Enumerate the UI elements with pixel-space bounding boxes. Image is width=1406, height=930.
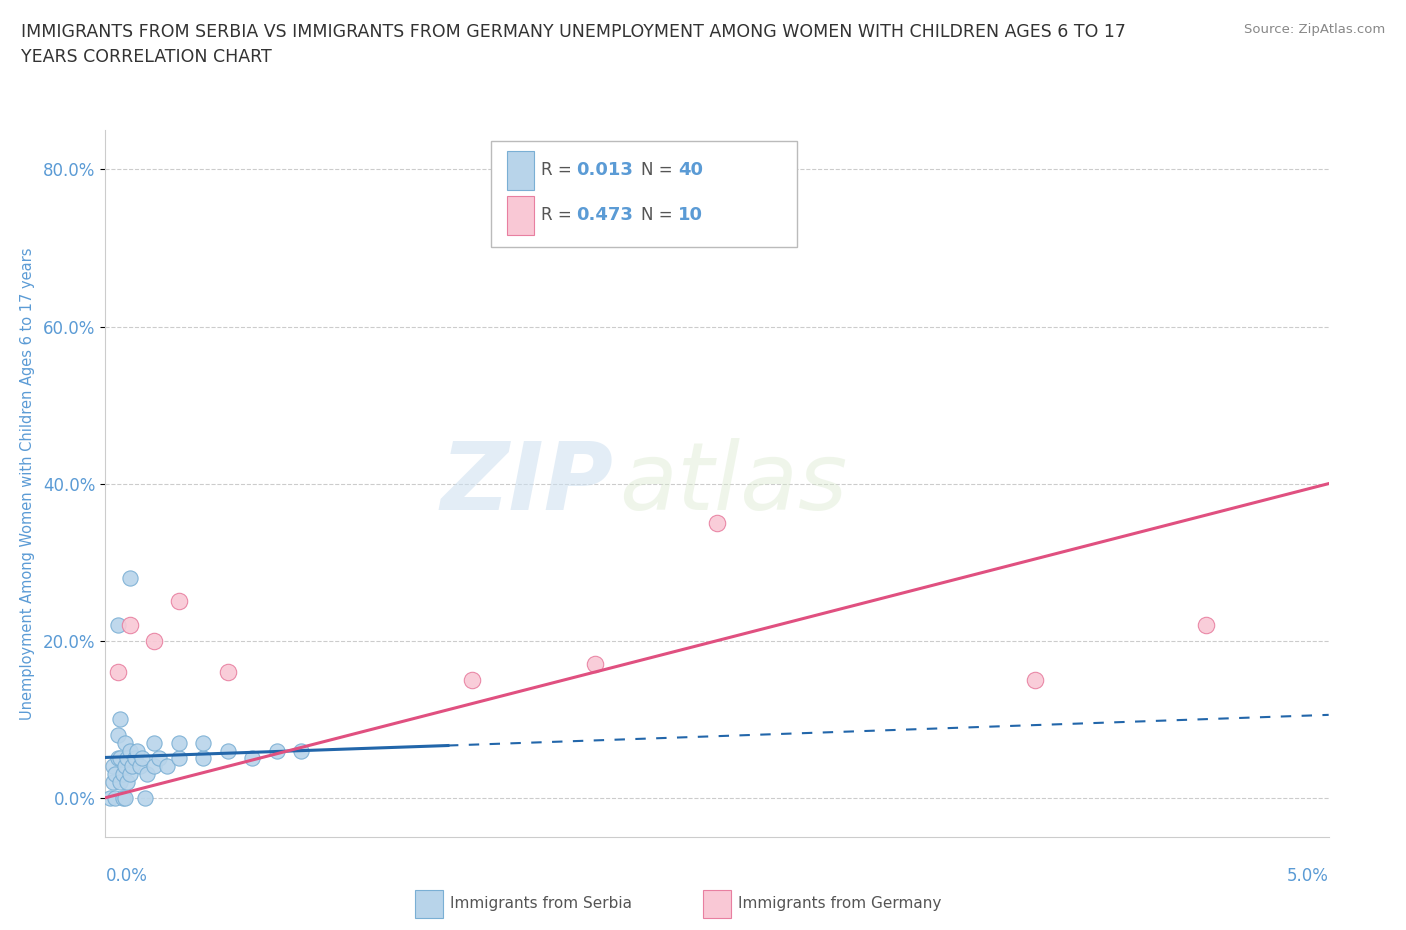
- Text: R =: R =: [541, 206, 576, 224]
- Point: [114, 759, 136, 774]
- Bar: [506, 152, 534, 191]
- Point: [148, 751, 170, 766]
- Point: [143, 759, 166, 774]
- Point: [461, 672, 484, 687]
- Point: [104, 766, 127, 781]
- Point: [108, 711, 131, 726]
- Point: [143, 633, 166, 648]
- Point: [193, 751, 215, 766]
- Point: [104, 790, 127, 805]
- Point: [118, 570, 141, 585]
- Point: [155, 759, 177, 774]
- Point: [290, 743, 312, 758]
- Point: [583, 657, 606, 671]
- Text: ZIP: ZIP: [440, 438, 613, 529]
- Point: [143, 736, 166, 751]
- Text: N =: N =: [641, 162, 678, 179]
- Point: [127, 743, 149, 758]
- Point: [118, 743, 141, 758]
- Point: [266, 743, 288, 758]
- Text: R =: R =: [541, 162, 576, 179]
- Point: [118, 766, 141, 781]
- FancyBboxPatch shape: [491, 140, 797, 246]
- Point: [101, 759, 124, 774]
- Point: [114, 736, 136, 751]
- Text: 40: 40: [678, 162, 703, 179]
- Point: [111, 790, 134, 805]
- Point: [134, 790, 156, 805]
- Text: 5.0%: 5.0%: [1286, 867, 1329, 884]
- Point: [101, 775, 124, 790]
- Point: [98, 790, 121, 805]
- Point: [217, 743, 239, 758]
- Point: [117, 751, 139, 766]
- Point: [131, 751, 153, 766]
- Text: IMMIGRANTS FROM SERBIA VS IMMIGRANTS FROM GERMANY UNEMPLOYMENT AMONG WOMEN WITH : IMMIGRANTS FROM SERBIA VS IMMIGRANTS FRO…: [21, 23, 1126, 41]
- Point: [136, 766, 159, 781]
- Point: [217, 665, 239, 680]
- Point: [193, 736, 215, 751]
- Text: Immigrants from Germany: Immigrants from Germany: [738, 897, 942, 911]
- Y-axis label: Unemployment Among Women with Children Ages 6 to 17 years: Unemployment Among Women with Children A…: [20, 247, 35, 720]
- Text: Source: ZipAtlas.com: Source: ZipAtlas.com: [1244, 23, 1385, 36]
- Point: [107, 727, 129, 742]
- Text: YEARS CORRELATION CHART: YEARS CORRELATION CHART: [21, 48, 271, 66]
- Text: 0.013: 0.013: [576, 162, 633, 179]
- Point: [124, 751, 146, 766]
- Point: [108, 751, 131, 766]
- Text: N =: N =: [641, 206, 678, 224]
- Point: [108, 775, 131, 790]
- Text: 0.0%: 0.0%: [105, 867, 148, 884]
- Point: [118, 618, 141, 632]
- Point: [167, 751, 190, 766]
- Point: [240, 751, 263, 766]
- Bar: [506, 196, 534, 234]
- Point: [107, 751, 129, 766]
- Point: [167, 736, 190, 751]
- Point: [111, 766, 134, 781]
- Point: [167, 594, 190, 609]
- Point: [1195, 618, 1218, 632]
- Text: Immigrants from Serbia: Immigrants from Serbia: [450, 897, 631, 911]
- Point: [107, 665, 129, 680]
- Point: [706, 515, 728, 530]
- Point: [107, 618, 129, 632]
- Point: [117, 775, 139, 790]
- Point: [682, 197, 704, 212]
- Point: [121, 759, 143, 774]
- Point: [128, 759, 150, 774]
- Text: 10: 10: [678, 206, 703, 224]
- Text: atlas: atlas: [619, 438, 848, 529]
- Point: [114, 790, 136, 805]
- Point: [1024, 672, 1046, 687]
- Text: 0.473: 0.473: [576, 206, 633, 224]
